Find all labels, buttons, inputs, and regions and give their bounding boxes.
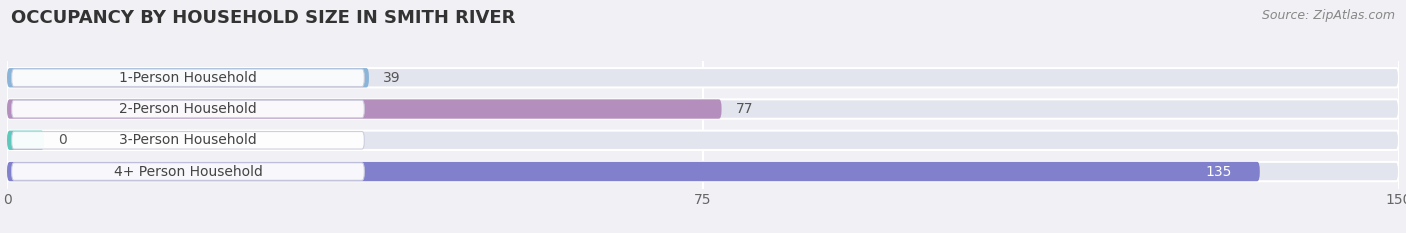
Text: 39: 39: [382, 71, 401, 85]
FancyBboxPatch shape: [7, 99, 1399, 119]
FancyBboxPatch shape: [11, 100, 364, 118]
FancyBboxPatch shape: [7, 162, 1260, 181]
FancyBboxPatch shape: [7, 68, 368, 87]
FancyBboxPatch shape: [11, 69, 364, 86]
FancyBboxPatch shape: [7, 130, 44, 150]
FancyBboxPatch shape: [11, 132, 364, 149]
Text: 3-Person Household: 3-Person Household: [120, 133, 257, 147]
Text: OCCUPANCY BY HOUSEHOLD SIZE IN SMITH RIVER: OCCUPANCY BY HOUSEHOLD SIZE IN SMITH RIV…: [11, 9, 516, 27]
Text: 77: 77: [735, 102, 754, 116]
FancyBboxPatch shape: [7, 68, 1399, 87]
FancyBboxPatch shape: [7, 130, 1399, 150]
Text: 0: 0: [58, 133, 67, 147]
Text: 1-Person Household: 1-Person Household: [120, 71, 257, 85]
Text: 135: 135: [1205, 164, 1232, 178]
Text: Source: ZipAtlas.com: Source: ZipAtlas.com: [1261, 9, 1395, 22]
FancyBboxPatch shape: [11, 163, 364, 180]
FancyBboxPatch shape: [7, 162, 1399, 181]
FancyBboxPatch shape: [7, 99, 721, 119]
Text: 2-Person Household: 2-Person Household: [120, 102, 257, 116]
Text: 4+ Person Household: 4+ Person Household: [114, 164, 263, 178]
